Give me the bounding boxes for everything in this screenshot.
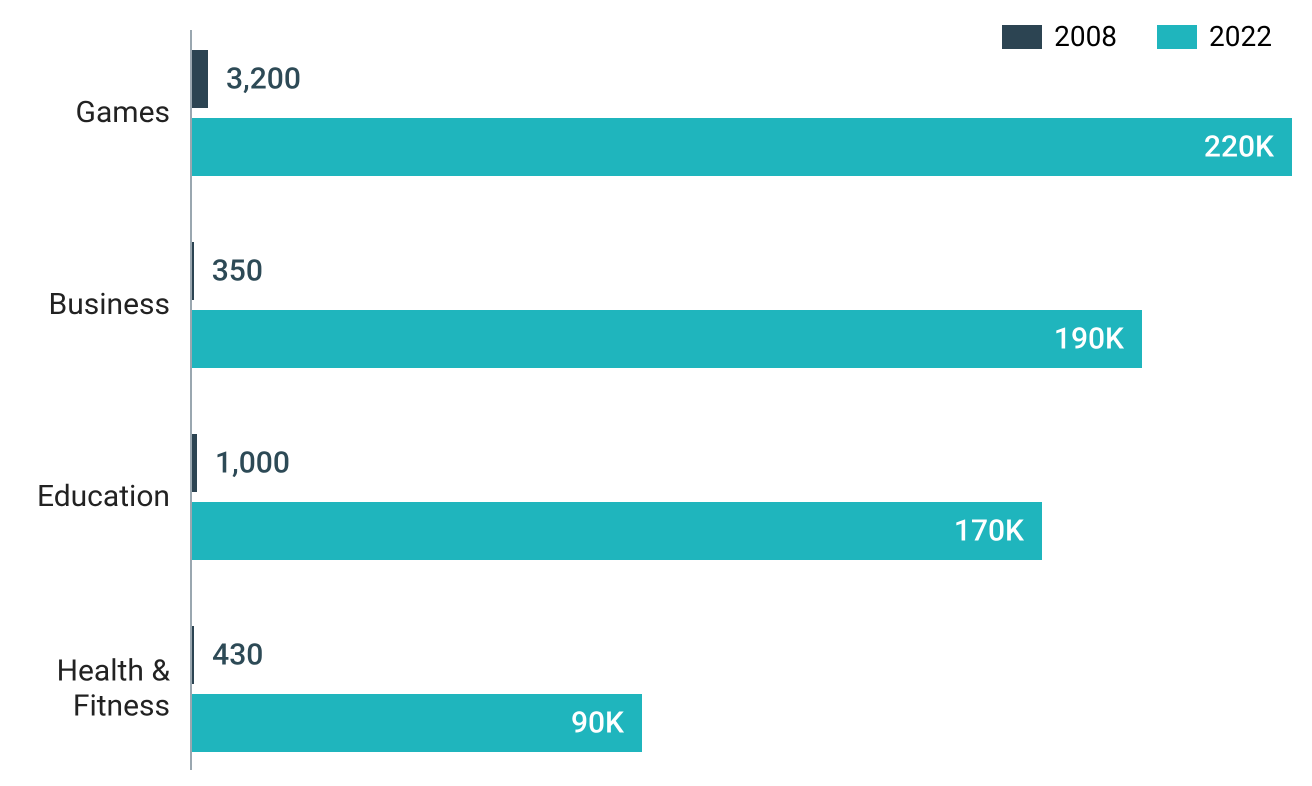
bar-value-label: 90K	[571, 706, 624, 741]
category-text: Health &Fitness	[57, 654, 170, 724]
bar-education-2008	[192, 434, 197, 492]
category-label-business: Business	[0, 288, 170, 323]
bar-business-2022: 190K	[192, 310, 1142, 368]
y-axis-labels: Games Business Education Health &Fitness	[0, 30, 180, 770]
bar-value-label: 350	[212, 254, 263, 289]
bar-value-label: 430	[212, 638, 263, 673]
bar-games-2022: 220K	[192, 118, 1292, 176]
bar-health-fitness-2022: 90K	[192, 694, 642, 752]
bar-value-label: 190K	[1054, 322, 1124, 357]
category-label-games: Games	[0, 96, 170, 131]
category-text: Games	[76, 95, 170, 130]
chart-container: 2008 2022 Games Business Education Healt…	[0, 20, 1312, 780]
bar-health-fitness-2008	[192, 626, 194, 684]
bar-value-label: 170K	[954, 514, 1024, 549]
category-label-health-fitness: Health &Fitness	[0, 655, 170, 724]
bar-value-label: 3,200	[226, 62, 301, 97]
category-text: Business	[49, 287, 170, 322]
category-label-education: Education	[0, 480, 170, 515]
bar-business-2008	[192, 242, 194, 300]
category-text: Education	[37, 479, 170, 514]
bar-value-label: 220K	[1204, 130, 1274, 165]
bar-value-label: 1,000	[215, 446, 290, 481]
bar-games-2008	[192, 50, 208, 108]
bars-area: 3,200 220K 350 190K 1,000 170K 430 90K	[192, 30, 1292, 770]
plot-area: Games Business Education Health &Fitness…	[0, 30, 1312, 770]
bar-education-2022: 170K	[192, 502, 1042, 560]
